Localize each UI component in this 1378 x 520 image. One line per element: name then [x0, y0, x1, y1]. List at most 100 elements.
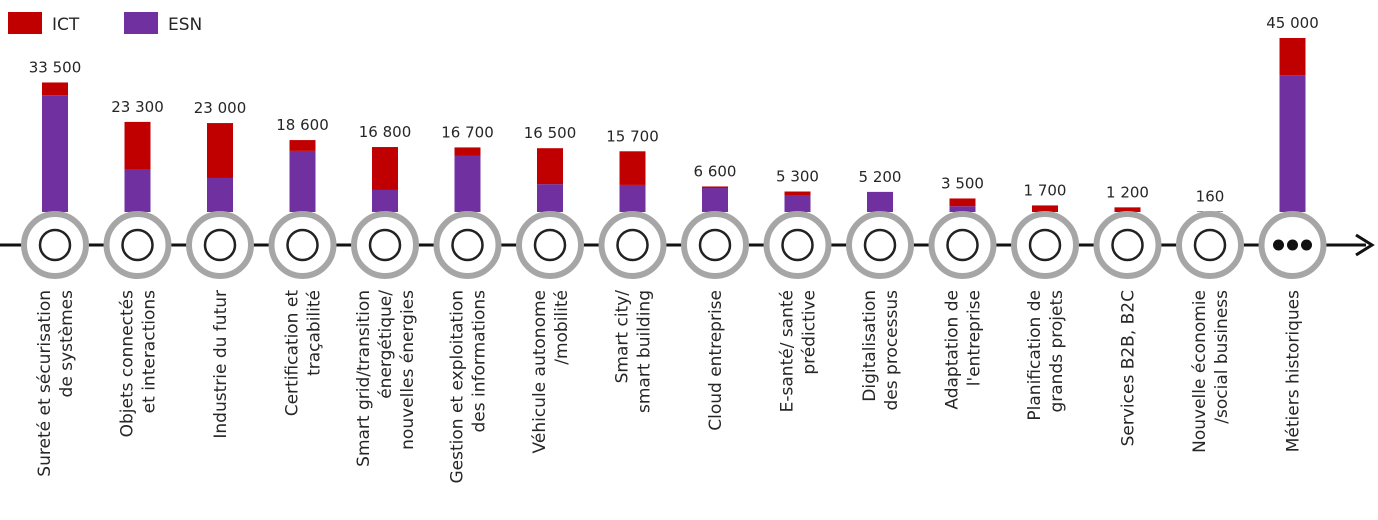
total-label: 3 500: [941, 174, 984, 192]
icon-glyph: [1111, 228, 1144, 262]
category-label: Smart city/: [613, 290, 633, 384]
total-label: 16 800: [359, 123, 412, 141]
bar-segment: [372, 189, 398, 212]
total-label: 160: [1196, 187, 1225, 205]
category-label: Métiers historiques: [1284, 290, 1304, 452]
icon-ring: [351, 211, 419, 279]
category-label: et interactions: [140, 290, 160, 413]
total-label: 45 000: [1266, 14, 1319, 32]
icon-dot: [1287, 239, 1298, 251]
bar-segment: [537, 148, 563, 185]
icon-ring: [433, 211, 502, 279]
bar-segment: [124, 121, 151, 170]
category-label: Smart grid/transition: [354, 290, 374, 467]
icon-ring: [681, 211, 749, 279]
bar-segment: [949, 198, 976, 207]
category-label: l'entreprise: [965, 290, 985, 386]
icon-dot: [1273, 239, 1284, 251]
total-label: 1 200: [1106, 183, 1149, 201]
axis-arrow: [1355, 233, 1375, 257]
icon-ring: [1093, 211, 1162, 279]
category-label: énergétique/: [376, 290, 396, 399]
bar-segment: [124, 169, 151, 212]
icon-glyph: [863, 228, 897, 262]
icon-ring: [268, 211, 337, 279]
total-label: 23 000: [194, 99, 247, 117]
icon-glyph: [616, 228, 649, 262]
total-label: 5 200: [859, 168, 902, 186]
bar-segment: [619, 151, 646, 185]
icon-dot: [1301, 239, 1312, 251]
category-label: Planification de: [1025, 290, 1045, 421]
total-label: 23 300: [111, 98, 164, 116]
category-label: Gestion et exploitation: [448, 290, 468, 484]
category-label: Certification et: [283, 290, 303, 417]
bar-segment: [42, 95, 68, 212]
bar-segment: [454, 147, 481, 156]
icon-ring: [598, 211, 667, 279]
category-label: Cloud entreprise: [706, 290, 726, 431]
bar-segment: [867, 191, 893, 212]
icon-ring: [1176, 211, 1244, 279]
bar-segment: [207, 123, 233, 178]
total-label: 15 700: [606, 127, 659, 145]
icon-glyph: [38, 228, 72, 262]
icon-glyph: [203, 228, 237, 262]
legend-swatch: [124, 12, 158, 34]
bar-segment: [1032, 205, 1058, 212]
category-label: Objets connectés: [118, 290, 138, 438]
category-label: Services B2B, B2C: [1119, 290, 1139, 446]
icon-glyph: [698, 228, 732, 262]
bar-segment: [1279, 38, 1306, 76]
total-label: 33 500: [29, 58, 82, 76]
total-label: 5 300: [776, 168, 819, 186]
category-label: grands projets: [1047, 290, 1067, 413]
icon-ring: [516, 211, 584, 279]
icon-glyph: [121, 228, 154, 262]
category-label: Véhicule autonome: [530, 290, 550, 453]
category-label: des informations: [470, 290, 490, 433]
icon-glyph: [781, 228, 814, 262]
bar-segment: [42, 82, 68, 96]
legend-swatch: [8, 12, 42, 34]
category-label: Digitalisation: [860, 290, 880, 402]
bar-segment: [372, 147, 398, 190]
total-label: 1 700: [1024, 181, 1067, 199]
bar-segment: [949, 206, 976, 212]
bar-segment: [1114, 207, 1141, 212]
legend-label: ESN: [168, 15, 202, 35]
icon-glyph: [533, 228, 567, 262]
total-label: 16 500: [524, 124, 577, 142]
bar-segment: [289, 150, 316, 212]
bar-segment: [1279, 75, 1306, 213]
icon-ring: [846, 211, 914, 279]
category-label: E-santé/ santé: [778, 290, 798, 412]
category-label: Industrie du futur: [211, 290, 231, 439]
category-label: traçabilité: [305, 290, 325, 376]
icon-ring: [763, 211, 832, 279]
icon-ring: [1011, 211, 1079, 279]
icon-glyph: [1193, 228, 1227, 262]
bar-segment: [619, 184, 646, 212]
bar-segment: [537, 184, 563, 212]
bar-segment: [454, 155, 481, 212]
icon-ring: [21, 211, 89, 279]
category-label: de systèmes: [57, 290, 77, 398]
bar-segment: [207, 177, 233, 212]
bar-segment: [289, 140, 316, 151]
bar-segment: [784, 191, 811, 195]
bar-segment: [702, 188, 728, 212]
category-label: Sureté et sécurisation: [35, 290, 55, 477]
icon-ring: [186, 211, 254, 279]
category-label: smart building: [635, 290, 655, 413]
category-label: /social business: [1212, 290, 1232, 424]
legend-label: ICT: [52, 15, 80, 35]
icon-glyph: [286, 228, 319, 262]
icon-glyph: [451, 228, 484, 262]
icon-glyph: [368, 228, 402, 262]
total-label: 18 600: [276, 116, 329, 134]
icon-ring: [103, 211, 172, 279]
category-label: des processus: [882, 290, 902, 411]
category-label: /mobilité: [552, 290, 572, 365]
